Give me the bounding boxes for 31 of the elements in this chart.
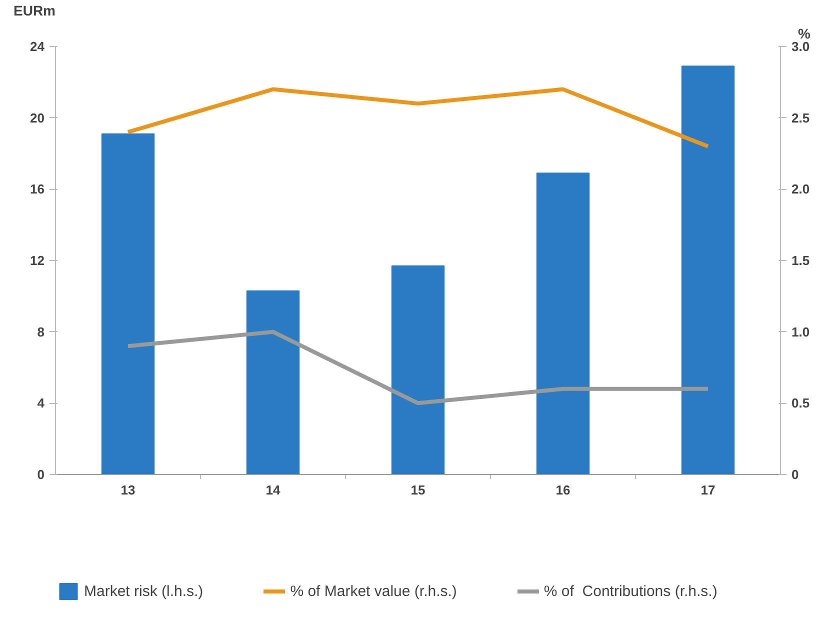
y2-tick-label: 1.0 — [792, 324, 810, 340]
y2-tick-label: 2.0 — [792, 182, 810, 197]
y-tick-label: 0 — [37, 467, 45, 482]
y-tick-label: 20 — [30, 110, 45, 126]
y-tick-label: 16 — [30, 182, 45, 197]
y2-axis-title: % — [798, 26, 812, 42]
y-axis-title: EURm — [14, 2, 56, 18]
x-tick-label: 13 — [120, 482, 136, 498]
x-tick-label: 17 — [700, 482, 716, 498]
y2-tick-label: 2.5 — [792, 110, 810, 126]
bar — [536, 172, 590, 475]
y-tick-label: 4 — [37, 396, 46, 411]
bar — [101, 133, 155, 475]
y-tick-label: 8 — [37, 324, 45, 340]
legend-label: Market risk (l.h.s.) — [84, 582, 204, 600]
bar — [681, 66, 735, 475]
legend-label: % of Market value (r.h.s.) — [290, 582, 457, 600]
y2-tick-label: 0 — [792, 467, 799, 482]
x-tick-label: 14 — [266, 482, 281, 498]
y2-tick-label: 3.0 — [792, 39, 810, 54]
x-tick-label: 15 — [410, 482, 426, 498]
y-tick-label: 12 — [30, 253, 45, 268]
y2-tick-label: 0.5 — [792, 396, 810, 411]
bar — [246, 290, 300, 475]
line-series — [126, 330, 710, 406]
line-series — [126, 87, 710, 148]
y-tick-label: 24 — [30, 39, 46, 54]
bar — [391, 265, 445, 475]
x-tick-label: 16 — [556, 482, 570, 498]
legend-label: % of Contributions (r.h.s.) — [544, 582, 718, 600]
y2-tick-label: 1.5 — [792, 253, 810, 268]
